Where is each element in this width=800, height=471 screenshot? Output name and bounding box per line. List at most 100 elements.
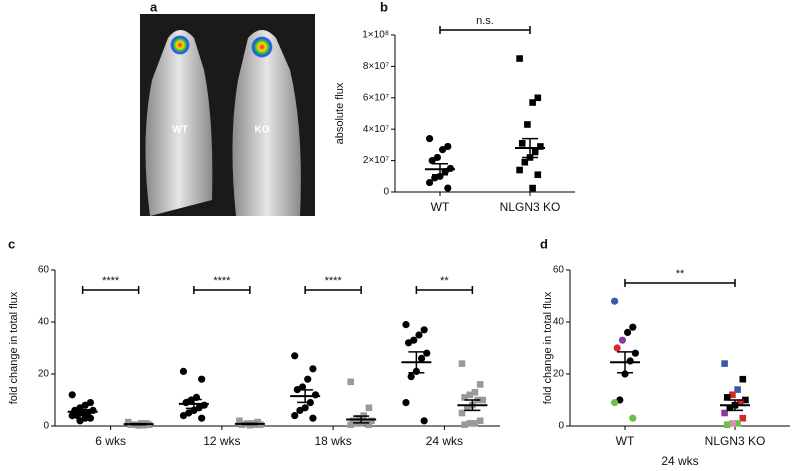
significance-bracket [624, 279, 736, 287]
y-tick-label: 8×10⁷ [363, 61, 390, 72]
data-point [355, 414, 362, 422]
data-point [479, 396, 487, 404]
error-bar [727, 399, 743, 412]
data-point [726, 404, 734, 412]
data-point [423, 349, 431, 357]
error-bar [74, 408, 91, 415]
data-point [734, 386, 741, 393]
data-point [444, 184, 452, 192]
x-axis-title: 24 wks [661, 454, 698, 468]
data-point [179, 412, 188, 420]
data-point [721, 360, 728, 367]
data-point [179, 367, 188, 375]
data-point [736, 399, 744, 406]
mouse-image [140, 14, 315, 216]
data-point [198, 414, 206, 422]
data-point [402, 399, 410, 407]
data-point [739, 375, 747, 383]
data-point [624, 328, 632, 336]
data-point [415, 331, 423, 339]
data-point [529, 99, 536, 106]
error-bar [297, 389, 314, 404]
x-tick-label: WT [616, 434, 635, 448]
error-bar [241, 422, 258, 426]
data-point [721, 409, 728, 417]
data-point [534, 94, 542, 102]
data-point [461, 421, 468, 428]
y-tick-label: 1×10⁸ [362, 30, 389, 41]
significance-label: ** [440, 275, 449, 287]
x-tick-label: 18 wks [314, 434, 351, 448]
data-point [309, 365, 317, 373]
significance-bracket [193, 286, 251, 294]
data-point [426, 135, 434, 143]
data-point [734, 420, 741, 427]
data-point [402, 321, 410, 329]
y-axis-title: absolute flux [334, 82, 346, 144]
data-point [428, 157, 436, 165]
error-bar [185, 398, 202, 410]
data-point [729, 420, 736, 427]
data-point [439, 146, 447, 154]
data-point [476, 381, 484, 388]
data-point [461, 394, 468, 401]
y-tick-label: 6×10⁷ [363, 92, 390, 103]
data-point [463, 404, 471, 412]
data-point [76, 417, 84, 425]
y-tick-label: 60 [553, 265, 565, 276]
data-point [739, 414, 747, 422]
data-point [729, 391, 736, 399]
data-point [618, 336, 627, 344]
data-point [311, 391, 320, 399]
significance-bracket [81, 286, 140, 294]
data-point [86, 414, 95, 422]
x-tick-label: 6 wks [95, 434, 126, 448]
data-point [476, 417, 484, 425]
data-point [521, 158, 529, 166]
data-point [531, 148, 539, 156]
data-point [723, 421, 731, 428]
error-bar [464, 399, 481, 412]
error-bar [432, 162, 448, 176]
data-point [611, 297, 619, 305]
data-point [458, 409, 466, 417]
data-point [611, 399, 619, 407]
significance-label: **** [213, 275, 231, 287]
data-point [471, 388, 479, 396]
data-point [296, 406, 304, 414]
data-point [518, 140, 526, 147]
data-point [458, 360, 466, 367]
panel-label: b [380, 0, 388, 14]
data-point [626, 357, 634, 365]
data-point [631, 349, 640, 357]
data-point [198, 375, 206, 383]
data-point [236, 417, 243, 425]
data-point [723, 394, 731, 401]
signal-wt [170, 35, 190, 55]
data-point [466, 420, 474, 427]
error-bar [130, 422, 147, 426]
y-axis-title: fold change in total flux [8, 291, 20, 404]
x-tick-label: NLGN3 KO [705, 434, 766, 448]
panel-label: a [150, 0, 158, 14]
significance-bracket [304, 286, 362, 294]
error-bar [353, 415, 370, 424]
mouse-ko [232, 30, 301, 216]
data-point [304, 375, 312, 383]
y-tick-label: 2×10⁷ [363, 155, 390, 166]
data-point [629, 414, 637, 422]
y-tick-label: 4×10⁷ [363, 124, 390, 135]
y-tick-label: 40 [553, 317, 565, 328]
data-point [426, 178, 434, 187]
data-point [529, 184, 536, 192]
x-tick-label: 12 wks [203, 434, 240, 448]
data-point [407, 373, 415, 381]
data-point [368, 417, 375, 425]
data-point [613, 344, 621, 352]
data-point [309, 414, 317, 422]
data-point [534, 171, 542, 179]
data-point [471, 420, 479, 427]
data-point [404, 339, 413, 347]
data-point [347, 378, 355, 386]
